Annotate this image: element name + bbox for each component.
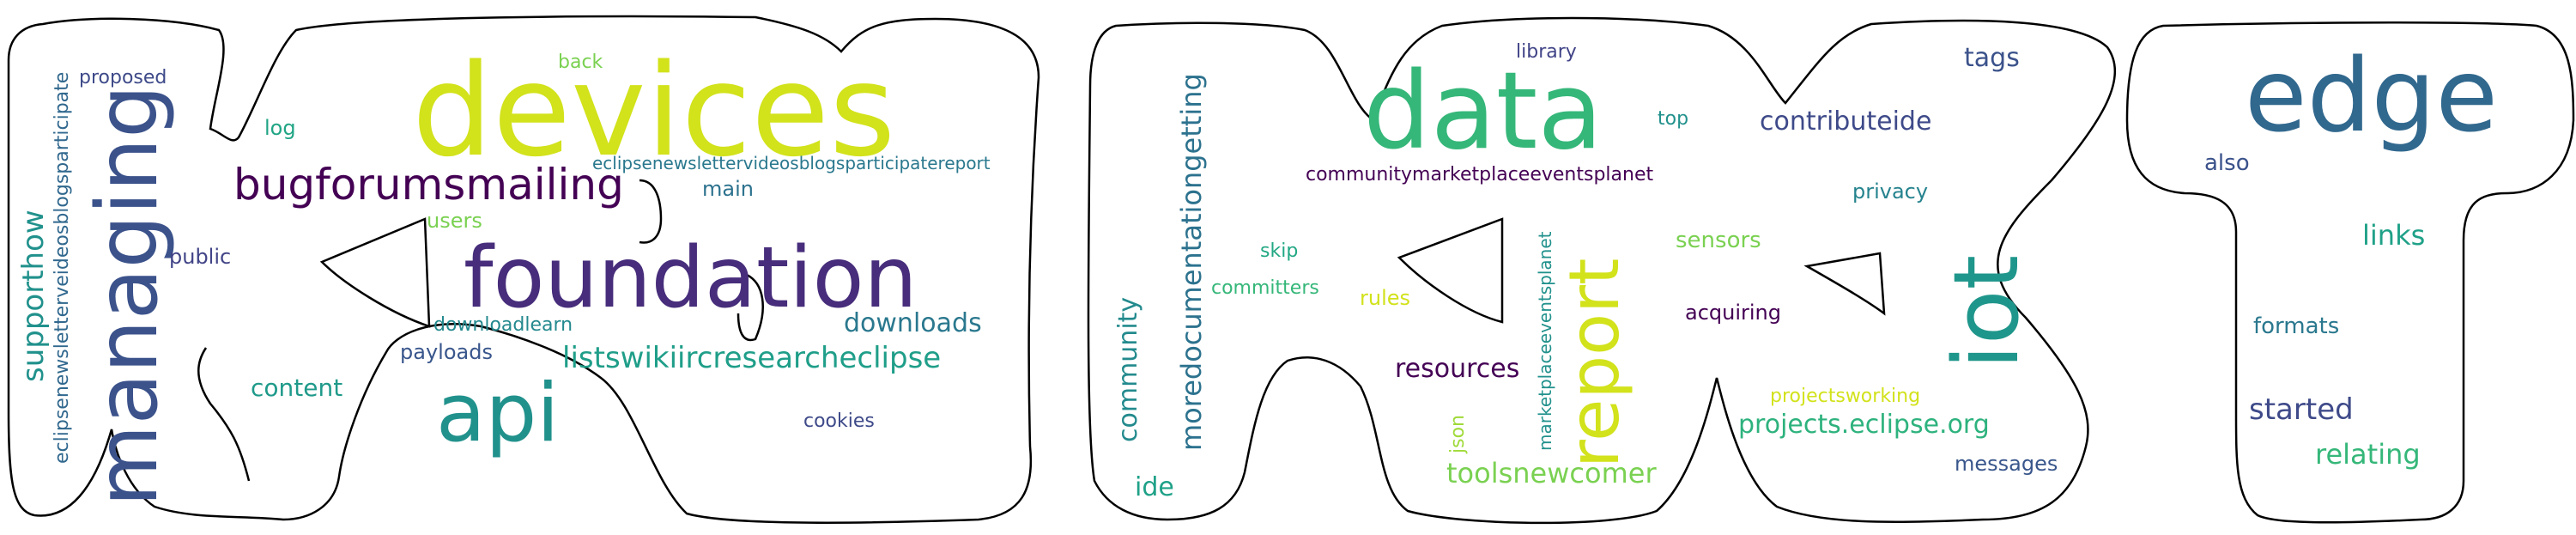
word-public: public: [169, 245, 232, 269]
word-eclipsenewsletter-vertical: eclipsenewsletterveideosblogsparticipate: [52, 71, 73, 464]
word-projectsworking: projectsworking: [1770, 386, 1921, 407]
word-acquiring: acquiring: [1685, 301, 1781, 325]
word-formats: formats: [2253, 313, 2340, 339]
word-skip: skip: [1260, 240, 1299, 262]
word-also: also: [2204, 150, 2250, 176]
word-devices: devices: [412, 37, 896, 185]
letter-t-outline: [2125, 21, 2575, 524]
word-foundation: foundation: [464, 229, 918, 327]
word-cookies: cookies: [803, 410, 875, 432]
letter-k-outline: [7, 15, 1040, 524]
word-resources: resources: [1395, 354, 1520, 384]
word-ide: ide: [1135, 472, 1174, 502]
word-listswikiircresearcheclipse: listswikiircresearcheclipse: [562, 341, 942, 375]
word-back: back: [558, 52, 603, 73]
word-library: library: [1516, 41, 1577, 63]
letter-k2-outline: [1087, 16, 2116, 525]
word-toolsnewcomer: toolsnewcomer: [1446, 457, 1657, 489]
word-payloads: payloads: [400, 340, 493, 364]
word-relating: relating: [2315, 438, 2421, 471]
word-communitymarketplaceeventsplanet: communitymarketplaceeventsplanet: [1306, 164, 1654, 185]
letter-k2-small-triangle: [1803, 252, 1886, 316]
word-content: content: [251, 374, 343, 402]
letter-k-notch-1: [197, 347, 251, 482]
word-top: top: [1658, 108, 1689, 130]
letter-k-tab-2: [736, 273, 764, 342]
word-community: community: [1113, 296, 1143, 442]
letter-k-tab: [639, 179, 663, 244]
letter-k-triangle: [319, 217, 431, 328]
word-users: users: [427, 209, 482, 233]
word-sensors: sensors: [1676, 228, 1761, 253]
word-privacy: privacy: [1852, 179, 1929, 204]
word-contributeide: contributeide: [1760, 106, 1932, 137]
word-messages: messages: [1955, 452, 2058, 476]
word-json: json: [1447, 415, 1469, 453]
word-proposed: proposed: [79, 67, 167, 88]
letter-k2-triangle: [1397, 217, 1504, 324]
word-main: main: [702, 177, 754, 201]
word-managing: managing: [79, 84, 177, 507]
word-links: links: [2362, 219, 2426, 252]
word-report: report: [1555, 258, 1634, 468]
word-log: log: [264, 116, 296, 140]
word-data: data: [1363, 50, 1603, 173]
word-projects-eclipse-org: projects.eclipse.org: [1738, 410, 1990, 440]
word-committers: committers: [1211, 277, 1319, 299]
word-eclipsenewsletter-horizontal: eclipsenewslettervideosblogsparticipater…: [592, 153, 991, 173]
word-moredocumentationgetting: moredocumentationgetting: [1175, 73, 1208, 451]
word-downloadlearn: downloadlearn: [433, 314, 573, 336]
word-started: started: [2249, 392, 2354, 427]
word-edge: edge: [2245, 36, 2498, 155]
word-rules: rules: [1360, 286, 1411, 310]
word-bugforumsmailing: bugforumsmailing: [233, 160, 624, 210]
word-supporthow: supporthow: [16, 210, 51, 382]
word-marketplaceeventsplanet: marketplaceeventsplanet: [1535, 231, 1555, 452]
word-iot: iot: [1934, 254, 2039, 369]
word-downloads: downloads: [844, 308, 982, 338]
word-tags: tags: [1964, 43, 2020, 73]
word-api: api: [436, 367, 560, 460]
